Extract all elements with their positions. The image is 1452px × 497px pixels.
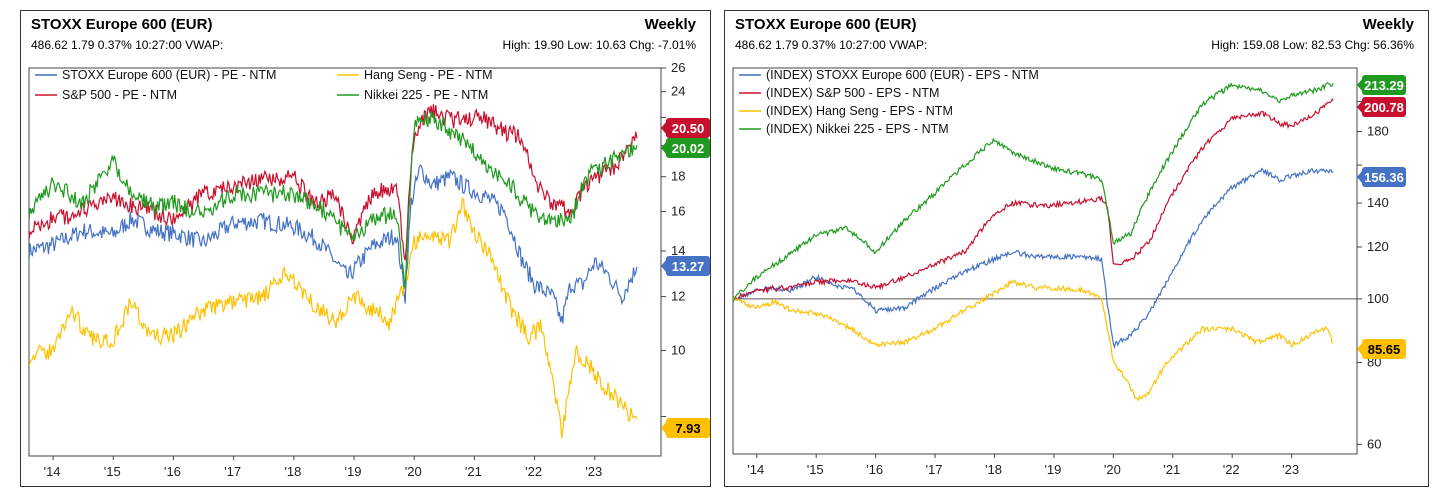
eps-chart: 1801401201008060'14'15'16'17'18'19'20'21… [732, 67, 1406, 477]
y-tick-label: 16 [671, 204, 685, 219]
series-line-index-hang-seng-eps-ntm [733, 279, 1334, 402]
x-tick-label: '15 [104, 464, 121, 479]
last-value-badge: 13.27 [661, 256, 710, 276]
legend-entry-index-hang-seng-eps-ntm[interactable]: (INDEX) Hang Seng - EPS - NTM [766, 104, 953, 118]
x-tick-label: '21 [1163, 462, 1180, 477]
legend-entry-stoxx-europe-600-eur-pe-ntm[interactable]: STOXX Europe 600 (EUR) - PE - NTM [62, 68, 276, 82]
series-line-index-s-p-500-eps-ntm [733, 98, 1334, 302]
x-tick-label: '20 [1104, 462, 1121, 477]
y-tick-label: 120 [1367, 239, 1389, 254]
series-line-index-nikkei-225-eps-ntm [733, 82, 1334, 302]
last-value-badge: 20.50 [661, 118, 710, 138]
x-tick-label: '16 [866, 462, 883, 477]
last-value-badge: 85.65 [1357, 339, 1406, 359]
x-tick-label: '18 [985, 462, 1002, 477]
last-value-badge: 20.02 [661, 138, 710, 158]
x-tick-label: '14 [44, 464, 61, 479]
y-tick-label: 100 [1367, 291, 1389, 306]
x-tick-label: '21 [465, 464, 482, 479]
x-tick-label: '18 [284, 464, 301, 479]
x-tick-label: '17 [224, 464, 241, 479]
last-value-label: 213.29 [1364, 78, 1404, 93]
stats-line: High: 159.08 Low: 82.53 Chg: 56.36% [1211, 38, 1414, 52]
x-tick-label: '15 [807, 462, 824, 477]
last-value-label: 156.36 [1364, 170, 1404, 185]
plot-area [732, 67, 1358, 455]
legend-entry-index-stoxx-europe-600-eur-eps-ntm[interactable]: (INDEX) STOXX Europe 600 (EUR) - EPS - N… [766, 68, 1039, 82]
x-tick-label: '17 [926, 462, 943, 477]
last-value-badge: 156.36 [1357, 167, 1406, 187]
last-value-label: 20.02 [672, 141, 705, 156]
legend-entry-nikkei-225-pe-ntm[interactable]: Nikkei 225 - PE - NTM [364, 88, 488, 102]
chart-period[interactable]: Weekly [1362, 16, 1414, 33]
chart-title: STOXX Europe 600 (EUR) [735, 16, 917, 33]
last-value-badge: 7.93 [661, 418, 710, 438]
legend-entry-hang-seng-pe-ntm[interactable]: Hang Seng - PE - NTM [364, 68, 493, 82]
x-tick-label: '19 [345, 464, 362, 479]
y-tick-label: 180 [1367, 124, 1389, 139]
quote-line: 486.62 1.79 0.37% 10:27:00 VWAP: [31, 38, 224, 52]
x-tick-label: '20 [405, 464, 422, 479]
x-tick-label: '19 [1044, 462, 1061, 477]
legend-entry-s-p-500-pe-ntm[interactable]: S&P 500 - PE - NTM [62, 88, 177, 102]
series-line-nikkei-225-pe-ntm [29, 111, 638, 290]
y-tick-label: 26 [671, 60, 685, 75]
last-value-label: 13.27 [672, 259, 705, 274]
right-chart-panel: STOXX Europe 600 (EUR) Weekly 486.62 1.7… [724, 10, 1429, 487]
stats-line: High: 19.90 Low: 10.63 Chg: -7.01% [502, 38, 696, 52]
x-tick-label: '14 [747, 462, 764, 477]
chart-title: STOXX Europe 600 (EUR) [31, 16, 213, 33]
plot-area [28, 67, 662, 457]
last-value-label: 20.50 [672, 121, 705, 136]
legend-entry-index-nikkei-225-eps-ntm[interactable]: (INDEX) Nikkei 225 - EPS - NTM [766, 122, 949, 136]
series-line-hang-seng-pe-ntm [29, 197, 638, 439]
last-value-badge: 213.29 [1357, 75, 1406, 95]
y-tick-label: 18 [671, 169, 685, 184]
last-value-badge: 200.78 [1357, 97, 1406, 117]
y-tick-label: 12 [671, 289, 685, 304]
legend-entry-index-s-p-500-eps-ntm[interactable]: (INDEX) S&P 500 - EPS - NTM [766, 86, 939, 100]
last-value-label: 7.93 [675, 421, 700, 436]
x-tick-label: '23 [585, 464, 602, 479]
chart-period[interactable]: Weekly [644, 16, 696, 33]
series-line-index-stoxx-europe-600-eur-eps-ntm [733, 167, 1334, 350]
left-chart-panel: STOXX Europe 600 (EUR) Weekly 486.62 1.7… [20, 10, 711, 487]
y-tick-label: 60 [1367, 436, 1381, 451]
x-tick-label: '22 [1223, 462, 1240, 477]
pe-chart: 26 24 18 16 14 12 10 '14 '15 '16 '17 '18 '19 '20 '21 '2… [28, 60, 710, 479]
x-tick-label: '23 [1282, 462, 1299, 477]
series-line-stoxx-europe-600-eur-pe-ntm [29, 164, 638, 324]
y-tick-label: 140 [1367, 195, 1389, 210]
series-line-s-p-500-pe-ntm [29, 104, 638, 261]
x-tick-label: '22 [525, 464, 542, 479]
y-tick-label: 24 [671, 84, 685, 99]
quote-line: 486.62 1.79 0.37% 10:27:00 VWAP: [735, 38, 928, 52]
x-tick-label: '16 [164, 464, 181, 479]
y-tick-label: 10 [671, 343, 685, 358]
y-tick-label: 14 [671, 243, 685, 258]
last-value-label: 85.65 [1368, 342, 1401, 357]
last-value-label: 200.78 [1364, 100, 1404, 115]
